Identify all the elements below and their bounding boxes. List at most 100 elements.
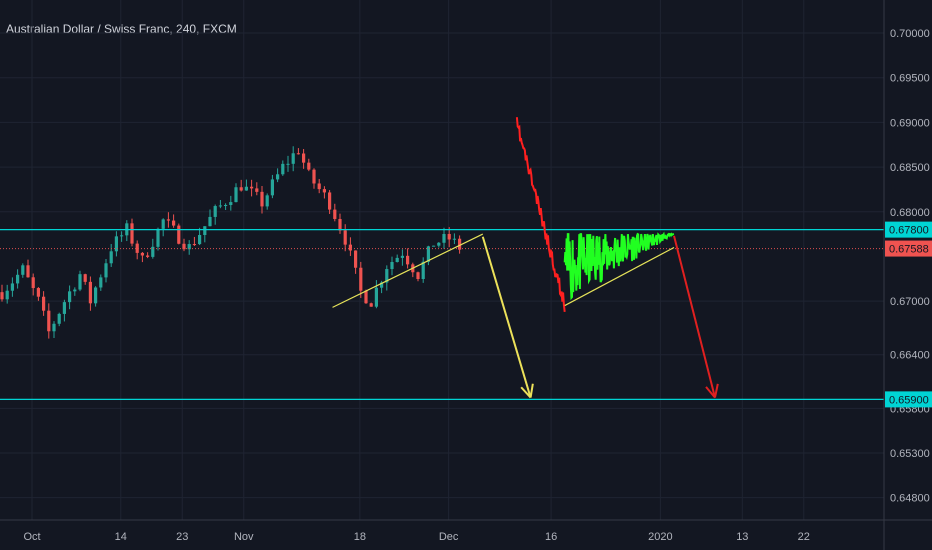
candle-body xyxy=(161,219,165,229)
candle-body xyxy=(452,238,456,240)
y-tick-label: 0.69000 xyxy=(890,117,930,129)
candle-body xyxy=(218,205,222,207)
x-tick-label: Nov xyxy=(234,531,254,543)
candle-body xyxy=(447,233,451,240)
forecast-arrow xyxy=(673,235,716,398)
candle-body xyxy=(26,265,30,278)
candle-body xyxy=(302,153,306,163)
y-tick-label: 0.66400 xyxy=(890,350,930,362)
candle-body xyxy=(52,323,56,332)
candle-body xyxy=(250,186,254,189)
candle-body xyxy=(78,274,82,290)
candle-body xyxy=(99,277,103,288)
arrow-head xyxy=(705,386,716,399)
candle-body xyxy=(380,282,384,288)
candle-body xyxy=(343,230,347,245)
price-badge xyxy=(885,240,932,257)
candle-body xyxy=(265,195,269,207)
candle-body xyxy=(364,290,368,304)
y-tick-label: 0.64800 xyxy=(890,493,930,505)
candle-body xyxy=(244,186,248,191)
candle-body xyxy=(458,238,462,250)
candle-body xyxy=(31,277,35,289)
candle-body xyxy=(172,220,176,226)
candle-body xyxy=(203,226,207,235)
candle-body xyxy=(270,179,274,196)
candle-body xyxy=(229,202,233,205)
candle-body xyxy=(68,291,72,303)
candle-body xyxy=(187,244,191,250)
trend-line xyxy=(332,233,484,308)
candle-body xyxy=(406,255,410,265)
candle-body xyxy=(426,246,430,262)
candle-body xyxy=(192,244,196,246)
candle-body xyxy=(359,267,363,291)
grid xyxy=(0,0,884,520)
y-tick-label: 0.70000 xyxy=(890,28,930,40)
x-tick-label: Dec xyxy=(439,531,459,543)
x-tick-label: 13 xyxy=(736,531,748,543)
candle-body xyxy=(62,302,66,314)
candle-body xyxy=(333,209,337,219)
price-badge-label: 0.65900 xyxy=(889,394,929,406)
x-tick-label: 23 xyxy=(176,531,188,543)
candle-body xyxy=(291,153,295,164)
candle-body xyxy=(307,162,311,170)
candle-body xyxy=(421,261,425,280)
candle-body xyxy=(432,245,436,247)
x-tick-label: 2020 xyxy=(648,531,672,543)
time-axis: Oct 14 23 Nov 18 Dec 16 2020 13 22 xyxy=(23,531,809,543)
candle-body xyxy=(57,313,61,324)
candle-body xyxy=(109,251,113,264)
candle-body xyxy=(177,225,181,244)
projection-triangle xyxy=(563,231,675,301)
candle-body xyxy=(385,269,389,283)
chart-title: Australian Dollar / Swiss Franc, 240, FX… xyxy=(6,22,237,36)
candle-body xyxy=(42,296,46,311)
candle-body xyxy=(198,234,202,245)
x-tick-label: 16 xyxy=(545,531,557,543)
x-tick-label: 18 xyxy=(354,531,366,543)
x-tick-label: 14 xyxy=(115,531,127,543)
candle-body xyxy=(390,261,394,270)
candle-body xyxy=(224,204,228,206)
candle-body xyxy=(10,283,14,291)
candle-body xyxy=(234,187,238,203)
candle-body xyxy=(255,188,259,192)
candle-body xyxy=(151,246,155,257)
y-tick-label: 0.67000 xyxy=(890,296,930,308)
candle-body xyxy=(281,163,285,175)
overlays xyxy=(0,117,884,401)
candle-body xyxy=(328,192,332,210)
candle-body xyxy=(369,303,373,307)
candle-body xyxy=(166,219,170,221)
candle-body xyxy=(437,242,441,246)
candle-body xyxy=(83,274,87,282)
candle-body xyxy=(182,243,186,250)
y-tick-label: 0.68500 xyxy=(890,162,930,174)
y-tick-label: 0.69500 xyxy=(890,73,930,85)
candle-body xyxy=(348,244,352,251)
candle-body xyxy=(36,288,40,297)
candle-body xyxy=(94,287,98,304)
candle-body xyxy=(16,274,20,284)
candle-body xyxy=(400,255,404,258)
candle-body xyxy=(135,243,139,253)
x-tick-label: Oct xyxy=(23,531,40,543)
candle-body xyxy=(88,281,92,304)
candle-body xyxy=(239,187,243,191)
y-tick-label: 0.68000 xyxy=(890,207,930,219)
candle-body xyxy=(442,233,446,243)
candle-body xyxy=(47,310,51,332)
candle-body xyxy=(5,290,9,300)
candle-body xyxy=(114,236,118,252)
candles xyxy=(0,146,462,339)
forecast-arrow xyxy=(481,236,532,398)
trend-line xyxy=(564,246,675,307)
candle-body xyxy=(286,163,290,165)
price-badge xyxy=(885,391,932,408)
candle-body xyxy=(312,169,316,184)
candle-body xyxy=(374,287,378,307)
